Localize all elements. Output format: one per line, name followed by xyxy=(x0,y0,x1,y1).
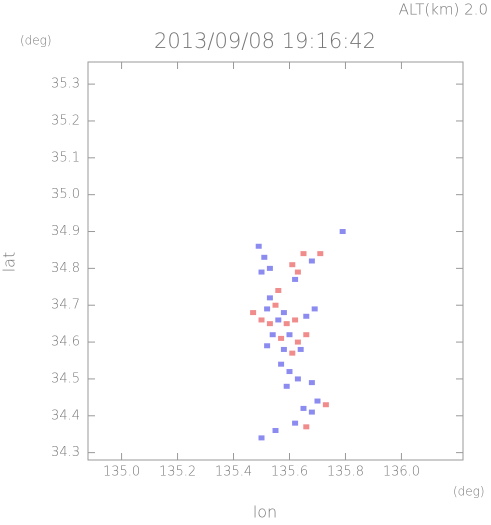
point xyxy=(294,376,301,382)
x-tick-label: 135.6 xyxy=(271,465,308,480)
point xyxy=(311,306,318,312)
point xyxy=(303,332,310,338)
point xyxy=(300,405,307,411)
y-tick-label: 34.5 xyxy=(51,371,80,386)
x-unit: (deg) xyxy=(453,485,485,499)
point xyxy=(255,243,262,249)
y-tick-label: 34.8 xyxy=(51,261,80,276)
point xyxy=(266,321,273,327)
y-tick-label: 34.4 xyxy=(51,408,80,423)
point xyxy=(266,265,273,271)
x-tick-label: 135.8 xyxy=(327,465,364,480)
subtitle: ALT(km) 2.0 xyxy=(399,1,488,19)
point xyxy=(269,332,276,338)
chart-title: 2013/09/08 19:16:42 xyxy=(154,29,376,53)
point xyxy=(275,287,282,293)
point xyxy=(278,335,285,341)
point xyxy=(283,321,290,327)
point xyxy=(272,428,279,434)
point xyxy=(258,435,265,441)
y-unit: (deg) xyxy=(20,34,52,48)
point xyxy=(297,346,304,352)
y-tick-label: 35.0 xyxy=(51,187,80,202)
plot-frame xyxy=(87,61,464,461)
point xyxy=(292,276,299,282)
point xyxy=(283,383,290,389)
point xyxy=(275,317,282,323)
point xyxy=(292,420,299,426)
point xyxy=(261,254,268,260)
point xyxy=(294,269,301,275)
x-axis-label: lon xyxy=(253,503,277,522)
point xyxy=(266,295,273,301)
point xyxy=(314,398,321,404)
point xyxy=(308,380,315,386)
point xyxy=(250,310,257,316)
point xyxy=(278,361,285,367)
y-tick-label: 34.9 xyxy=(51,224,80,239)
point xyxy=(303,424,310,430)
point xyxy=(292,317,299,323)
y-tick-label: 34.7 xyxy=(51,298,80,313)
point xyxy=(258,317,265,323)
point xyxy=(264,343,271,349)
x-tick-label: 135.0 xyxy=(103,465,140,480)
point xyxy=(294,339,301,345)
point xyxy=(339,229,346,235)
point xyxy=(280,310,287,316)
point xyxy=(258,269,265,275)
point xyxy=(286,332,293,338)
point xyxy=(322,402,329,408)
y-axis-label: lat xyxy=(0,252,19,273)
point xyxy=(286,369,293,375)
point xyxy=(272,302,279,308)
point xyxy=(308,258,315,264)
point xyxy=(300,251,307,257)
y-tick-label: 35.3 xyxy=(51,77,80,92)
y-tick-label: 34.3 xyxy=(51,445,80,460)
x-tick-label: 135.2 xyxy=(159,465,196,480)
point xyxy=(280,346,287,352)
point xyxy=(317,251,324,257)
x-tick-label: 135.4 xyxy=(215,465,252,480)
x-tick-label: 136.0 xyxy=(383,465,420,480)
point xyxy=(303,313,310,319)
point xyxy=(289,350,296,356)
y-tick-label: 34.6 xyxy=(51,335,80,350)
point xyxy=(308,409,315,415)
y-tick-label: 35.2 xyxy=(51,113,80,128)
point xyxy=(264,306,271,312)
point xyxy=(289,262,296,268)
y-tick-label: 35.1 xyxy=(51,150,80,165)
